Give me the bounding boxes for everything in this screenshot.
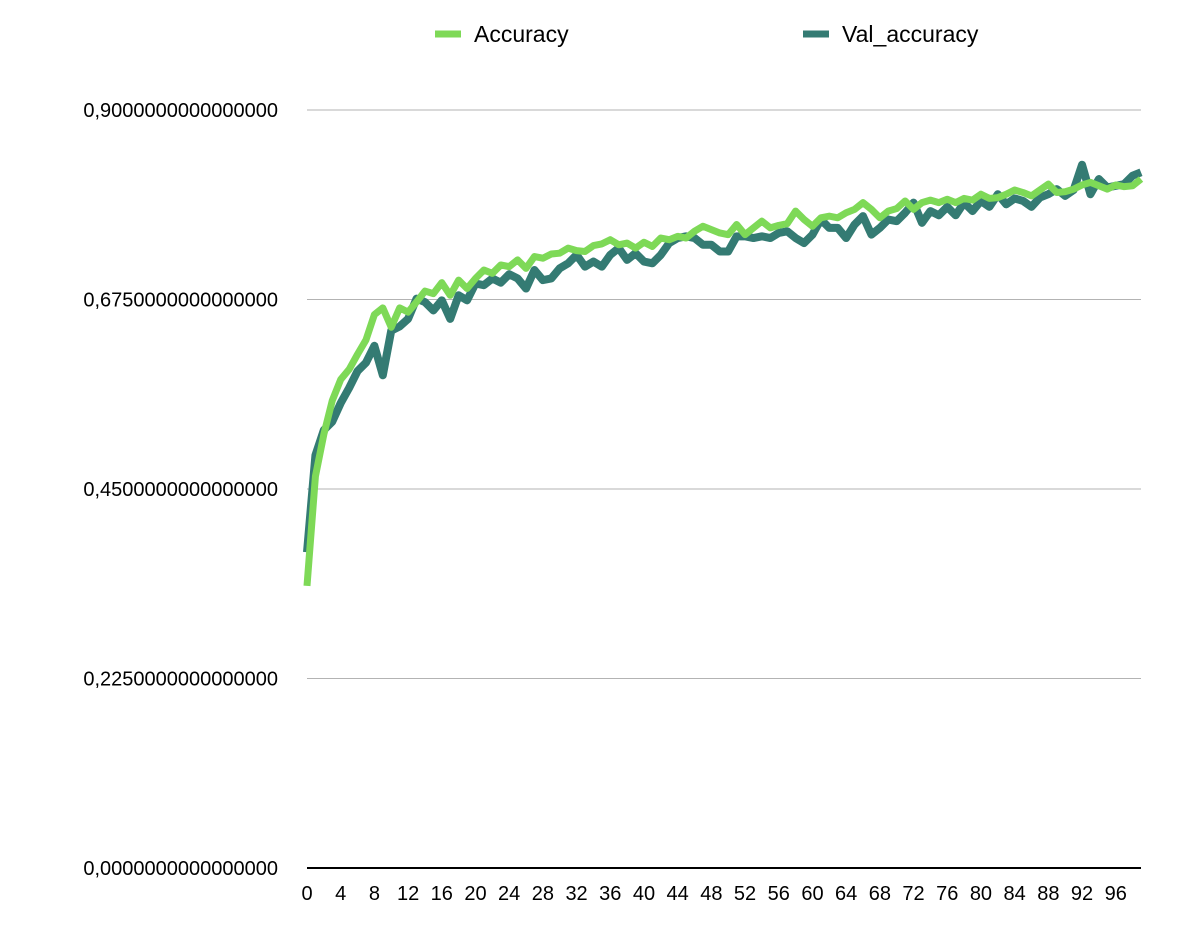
series-line-val-accuracy [303, 160, 1143, 553]
x-tick-label: 68 [869, 883, 891, 905]
x-tick-label: 36 [599, 883, 621, 905]
y-tick-labels: 0,0000000000000000 0,2250000000000000 0,45… [83, 100, 278, 880]
x-tick-label: 88 [1037, 883, 1059, 905]
x-tick-label: 76 [936, 883, 958, 905]
y-tick-label: 0,2250000000000000 [83, 669, 278, 691]
y-tick-label: 0,6750000000000000 [83, 290, 278, 312]
x-tick-label: 4 [335, 883, 346, 905]
x-tick-label: 60 [801, 883, 823, 905]
x-tick-label: 0 [301, 883, 312, 905]
x-tick-label: 64 [835, 883, 857, 905]
x-tick-label: 28 [532, 883, 554, 905]
x-tick-label: 92 [1071, 883, 1093, 905]
x-tick-label: 20 [464, 883, 486, 905]
x-tick-label: 32 [565, 883, 587, 905]
x-tick-label: 16 [431, 883, 453, 905]
x-tick-label: 72 [902, 883, 924, 905]
y-tick-label: 0,0000000000000000 [83, 858, 278, 880]
x-tick-label: 8 [369, 883, 380, 905]
x-tick-label: 52 [734, 883, 756, 905]
series-line-accuracy [303, 176, 1144, 587]
x-tick-label: 12 [397, 883, 419, 905]
legend: Accuracy Val_accuracy [435, 21, 979, 47]
y-tick-label: 0,9000000000000000 [83, 100, 278, 122]
x-tick-label: 80 [970, 883, 992, 905]
x-tick-label: 24 [498, 883, 520, 905]
x-tick-label: 48 [700, 883, 722, 905]
y-tick-label: 0,4500000000000000 [83, 479, 278, 501]
x-tick-label: 84 [1004, 883, 1026, 905]
x-tick-label: 40 [633, 883, 655, 905]
x-tick-labels: 0 4 8 12 16 20 24 28 32 36 40 44 48 52 56 60 64 68 72 76 80 8… [301, 883, 1126, 905]
x-tick-label: 56 [768, 883, 790, 905]
x-tick-label: 96 [1105, 883, 1127, 905]
legend-label-accuracy: Accuracy [474, 21, 569, 47]
x-tick-label: 44 [667, 883, 689, 905]
legend-label-val-accuracy: Val_accuracy [842, 21, 979, 47]
grid-lines [307, 109, 1141, 679]
series-lines [303, 160, 1144, 587]
